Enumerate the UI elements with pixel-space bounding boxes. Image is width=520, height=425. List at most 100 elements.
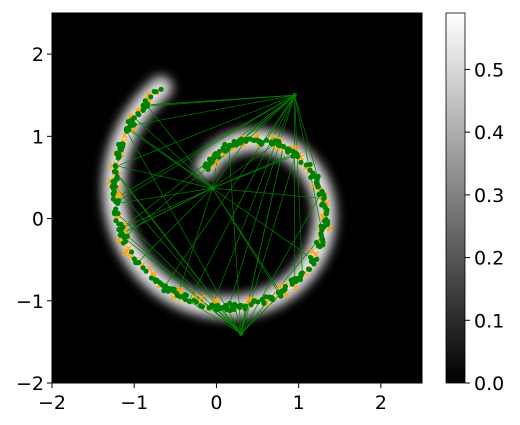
x-tick-label: 0 xyxy=(210,392,222,414)
sample-point xyxy=(186,298,192,304)
sample-point xyxy=(319,236,326,242)
proposal-point xyxy=(211,297,218,304)
sample-point xyxy=(278,293,284,299)
sample-point xyxy=(127,123,133,129)
x-tick-label: 2 xyxy=(375,392,387,414)
sample-point xyxy=(113,163,119,170)
hub-point xyxy=(238,331,244,336)
sample-point xyxy=(131,121,137,128)
sample-point xyxy=(323,217,329,223)
sample-point xyxy=(135,110,141,117)
colorbar-tick-label: 0.2 xyxy=(474,248,504,270)
hub-point xyxy=(210,185,215,191)
sample-point xyxy=(162,283,168,289)
sample-point xyxy=(213,306,219,312)
sample-point xyxy=(110,196,116,202)
link-segment xyxy=(120,187,213,235)
link-segment xyxy=(212,141,279,189)
y-axis: −2 −1 0 1 2 xyxy=(16,44,52,395)
sample-point xyxy=(148,94,154,100)
x-axis: −2 −1 0 1 2 xyxy=(38,383,387,414)
link-segment xyxy=(118,94,295,201)
sample-point xyxy=(205,166,211,172)
proposal-point xyxy=(312,251,319,258)
sample-point xyxy=(307,167,313,173)
sample-point xyxy=(229,305,235,311)
sample-point xyxy=(117,146,123,152)
link-segment xyxy=(212,155,294,189)
sample-point xyxy=(113,206,119,212)
sample-point xyxy=(242,303,248,309)
colorbar-tick-label: 0.1 xyxy=(474,310,504,332)
sample-point xyxy=(214,150,221,157)
colorbar-tick-label: 0.0 xyxy=(474,373,504,395)
sample-point xyxy=(247,136,253,142)
link-segment xyxy=(115,165,213,189)
sample-point xyxy=(157,280,163,286)
link-segment xyxy=(134,117,213,189)
sample-point xyxy=(324,221,331,227)
link-segment xyxy=(240,191,323,334)
sample-point xyxy=(115,150,122,157)
sample-point xyxy=(308,174,314,180)
link-segment xyxy=(137,187,213,263)
link-segment xyxy=(212,187,282,294)
link-segment xyxy=(266,95,295,141)
sample-point xyxy=(220,146,227,153)
link-segment xyxy=(120,230,242,334)
link-segment xyxy=(117,187,213,204)
sample-point xyxy=(255,299,261,305)
link-segment xyxy=(207,94,295,170)
sample-point xyxy=(193,299,199,305)
sample-point xyxy=(222,141,228,148)
sample-point xyxy=(263,294,269,300)
sample-point xyxy=(112,183,118,190)
sample-point xyxy=(288,277,294,283)
link-segment xyxy=(123,237,242,334)
link-segments xyxy=(113,94,324,334)
sample-point xyxy=(110,191,116,197)
link-segment xyxy=(133,94,295,126)
x-tick-label: −1 xyxy=(120,392,148,414)
sample-point xyxy=(254,137,260,143)
sample-point xyxy=(319,226,325,232)
link-segment xyxy=(294,95,303,273)
sample-point xyxy=(120,240,127,246)
sample-point xyxy=(223,304,230,310)
sample-point xyxy=(209,302,215,308)
proposal-point xyxy=(245,296,252,303)
proposal-point xyxy=(115,236,122,243)
link-segment xyxy=(228,146,242,334)
y-tick-label: 0 xyxy=(32,209,44,231)
y-tick-label: −2 xyxy=(16,373,44,395)
sample-point xyxy=(140,107,146,113)
link-segment xyxy=(240,289,286,334)
sample-point xyxy=(115,210,121,217)
sample-point xyxy=(324,207,330,213)
sample-point xyxy=(129,117,135,123)
sample-points xyxy=(109,86,331,336)
sample-point xyxy=(263,137,270,143)
link-segment xyxy=(212,187,324,199)
link-segment xyxy=(113,94,295,200)
sample-point xyxy=(114,175,120,181)
link-segment xyxy=(212,139,247,189)
sample-point xyxy=(165,288,171,294)
sample-point xyxy=(113,218,119,224)
proposal-point xyxy=(123,248,130,255)
sample-point xyxy=(281,287,287,293)
sample-point xyxy=(151,88,157,95)
sample-point xyxy=(218,305,224,312)
sample-point xyxy=(116,141,122,148)
colorbar: 0.0 0.1 0.2 0.3 0.4 0.5 xyxy=(445,12,504,395)
sample-point xyxy=(269,294,275,301)
sample-point xyxy=(321,195,327,201)
link-segment xyxy=(164,95,295,288)
link-segment xyxy=(212,95,295,306)
sample-point xyxy=(183,292,190,299)
colorbar-tick-label: 0.4 xyxy=(474,122,504,144)
sample-point xyxy=(298,159,304,165)
sample-point xyxy=(128,249,135,255)
sample-point xyxy=(315,243,321,249)
